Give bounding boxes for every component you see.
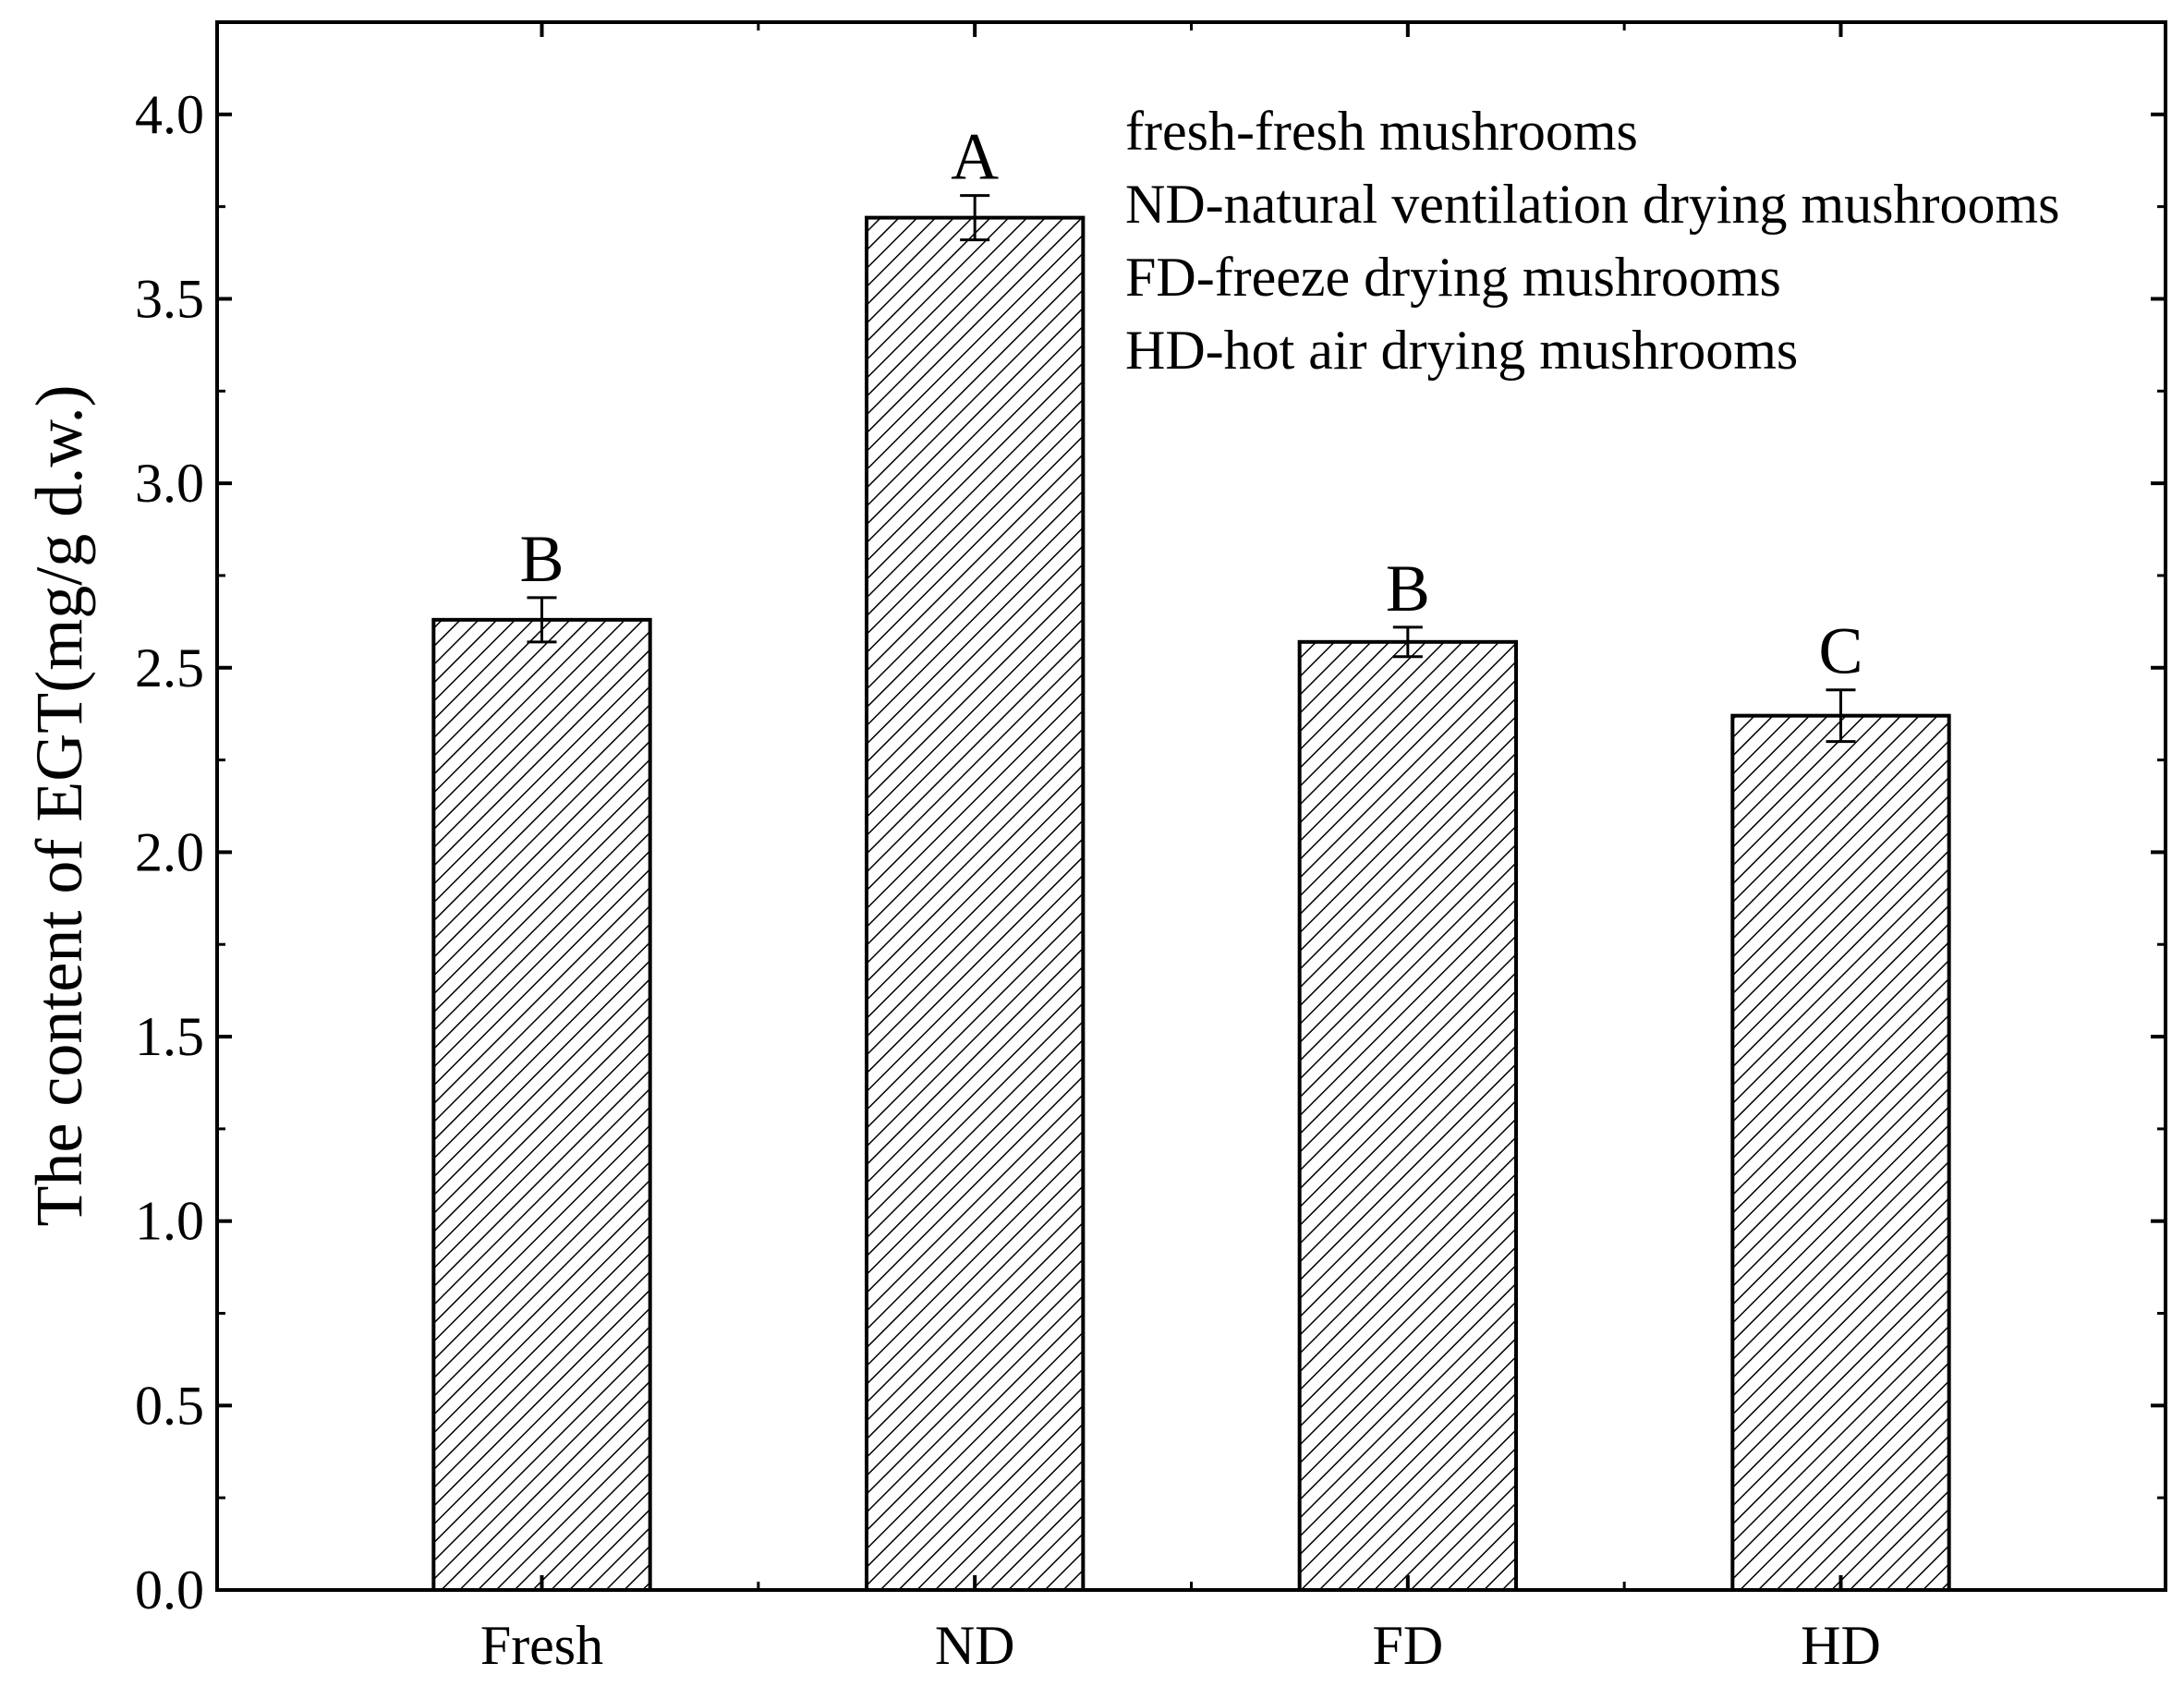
legend-note: FD-freeze drying mushrooms [1125,247,1781,308]
y-tick-label: 3.5 [135,268,204,329]
plot-frame [215,20,2167,1592]
x-tick-label: FD [1372,1615,1443,1676]
significance-letter: B [1386,552,1430,625]
significance-letter: A [951,120,999,194]
x-axis-ticks: Fresh ND FD HD [480,22,1881,1676]
y-axis-title: The content of EGT(mg/g d.w.) [22,384,96,1226]
y-tick-label: 4.0 [135,84,204,145]
x-tick-label: HD [1801,1615,1881,1676]
y-tick-label: 2.0 [135,821,204,882]
y-tick-label: 2.5 [135,637,204,698]
bar-hd [1730,713,1951,1592]
bar-nd [865,215,1086,1593]
y-axis-ticks: 0.0 0.5 1.0 1.5 2.0 2.5 3.0 3.5 4.0 [135,84,2166,1620]
significance-letter: B [519,522,564,596]
y-tick-label: 1.0 [135,1191,204,1252]
legend-note: ND-natural ventilation drying mushrooms [1125,174,2060,235]
bar-fd [1297,639,1518,1593]
x-tick-label: ND [935,1615,1015,1676]
y-tick-label: 3.0 [135,453,204,514]
bar-fresh [431,617,652,1592]
legend-notes: fresh-fresh mushrooms ND-natural ventilat… [1125,101,2060,381]
bars: B A B C [431,120,1951,1593]
significance-letter: C [1818,614,1862,688]
legend-note: fresh-fresh mushrooms [1125,101,1638,162]
legend-note: HD-hot air drying mushrooms [1125,320,1798,381]
y-tick-label: 1.5 [135,1006,204,1067]
y-tick-label: 0.0 [135,1560,204,1620]
x-tick-label: Fresh [480,1615,603,1676]
y-tick-label: 0.5 [135,1375,204,1436]
